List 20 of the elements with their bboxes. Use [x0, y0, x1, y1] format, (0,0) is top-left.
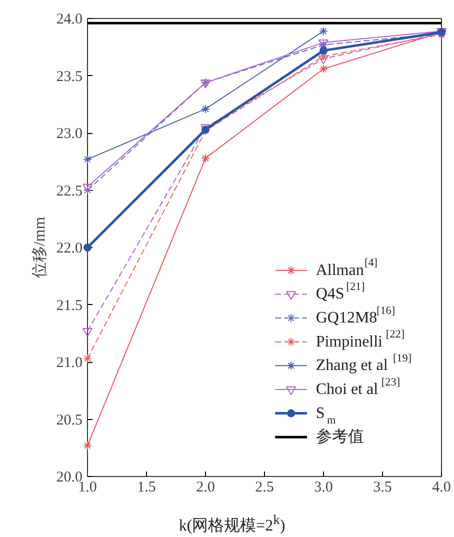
- x-tick-label: 2.5: [255, 480, 274, 496]
- x-tick-label: 2.0: [196, 480, 215, 496]
- x-tick-label: 3.5: [373, 480, 392, 496]
- x-tick-label: 1.5: [137, 480, 156, 496]
- y-tick-label: 21.0: [56, 355, 82, 371]
- y-tick-label: 24.0: [56, 12, 82, 28]
- y-tick-label: 20.5: [56, 412, 82, 428]
- x-tick-label: 4.0: [432, 480, 451, 496]
- y-axis-title: 位移/mm: [31, 216, 48, 278]
- legend-label: Zhang et al[19]: [316, 352, 412, 374]
- legend-label: Choi et al[23]: [316, 376, 400, 398]
- y-tick-label: 23.5: [56, 68, 82, 85]
- y-tick-label: 22.0: [56, 240, 82, 256]
- y-tick-label: 22.5: [56, 183, 82, 200]
- legend-label: Pimpinelli[22]: [316, 328, 405, 350]
- x-axis-title: k(网格规模=2$^{k}$): [178, 511, 286, 536]
- y-tick-label: 21.5: [56, 298, 82, 314]
- y-tick-label: 23.0: [56, 126, 82, 142]
- legend-label: 参考值: [316, 428, 364, 446]
- x-tick-label: 3.0: [314, 480, 333, 496]
